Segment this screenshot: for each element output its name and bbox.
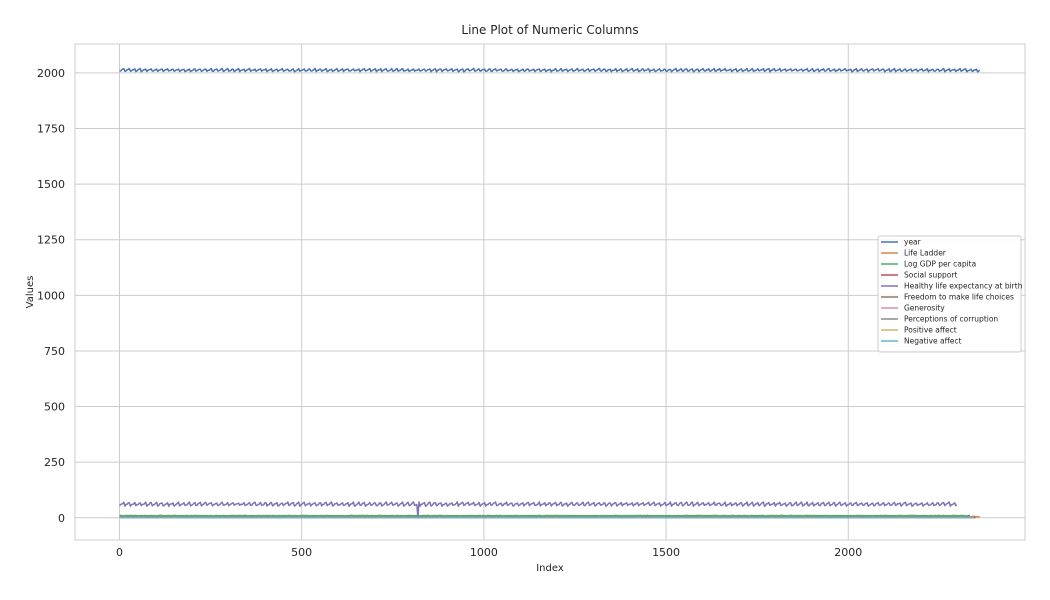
legend-entry: year [904,238,922,247]
legend-entry: Freedom to make life choices [904,293,1014,302]
x-axis-label: Index [536,563,564,574]
legend-entry: Healthy life expectancy at birth [904,282,1023,291]
y-axis-label: Values [25,276,36,309]
x-tick-label: 1000 [470,546,498,559]
x-tick-label: 0 [116,546,123,559]
legend-entry: Log GDP per capita [904,260,976,269]
y-tick-label: 1750 [37,123,65,136]
y-tick-label: 1000 [37,289,65,302]
legend-entry: Positive affect [904,326,957,335]
legend-box [877,235,1022,353]
y-tick-label: 500 [44,401,65,414]
y-tick-label: 750 [44,345,65,358]
y-tick-label: 1250 [37,234,65,247]
y-tick-label: 2000 [37,67,65,80]
x-tick-label: 1500 [652,546,680,559]
y-tick-label: 250 [44,456,65,469]
chart-title: Line Plot of Numeric Columns [461,23,638,37]
x-tick-labels: 0 500 1000 1500 2000 [116,546,862,559]
legend: year Life Ladder Log GDP per capita Social … [877,235,1023,353]
legend-entry: Negative affect [904,337,962,346]
legend-entry: Perceptions of corruption [904,315,998,324]
y-tick-label: 1500 [37,178,65,191]
series-line [119,514,971,517]
plot-area [74,43,1026,541]
y-tick-labels: 0 250 500 750 1000 1250 1500 1750 2000 [37,67,65,525]
x-tick-label: 500 [291,546,312,559]
y-tick-label: 0 [58,512,65,525]
series-lines [118,67,981,519]
series-line [118,501,958,518]
x-tick-label: 2000 [834,546,862,559]
series-line [119,67,981,73]
legend-entry: Life Ladder [904,249,947,258]
legend-entry: Social support [904,271,957,280]
legend-entry: Generosity [904,304,945,313]
